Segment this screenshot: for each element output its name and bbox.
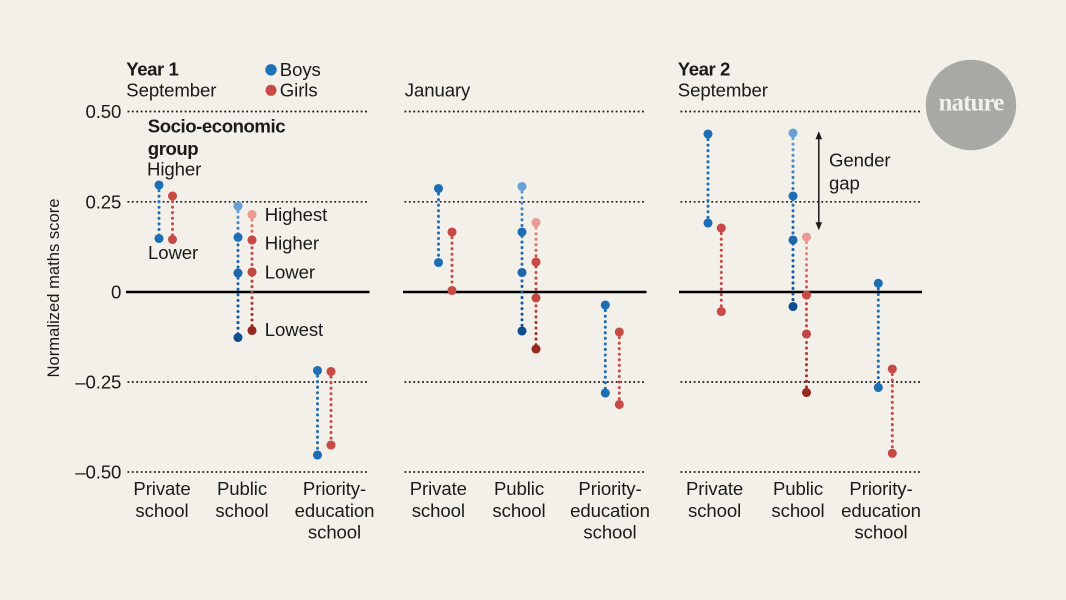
svg-text:Gender: Gender bbox=[829, 149, 890, 170]
svg-text:school: school bbox=[308, 522, 361, 543]
svg-text:group: group bbox=[148, 138, 199, 159]
svg-text:0.50: 0.50 bbox=[86, 101, 122, 122]
svg-text:Boys: Boys bbox=[280, 59, 321, 80]
svg-text:Higher: Higher bbox=[147, 158, 201, 179]
svg-text:nature: nature bbox=[939, 90, 1005, 117]
svg-text:Private: Private bbox=[410, 478, 467, 499]
svg-text:school: school bbox=[854, 522, 907, 543]
svg-text:Highest: Highest bbox=[265, 204, 328, 225]
svg-text:Lower: Lower bbox=[148, 242, 198, 263]
svg-text:school: school bbox=[412, 500, 465, 521]
svg-text:Lowest: Lowest bbox=[265, 319, 324, 340]
svg-text:Year 1: Year 1 bbox=[126, 58, 178, 79]
svg-text:Private: Private bbox=[133, 478, 190, 499]
svg-text:Girls: Girls bbox=[280, 79, 318, 100]
svg-text:September: September bbox=[126, 79, 216, 100]
svg-text:school: school bbox=[215, 500, 268, 521]
svg-text:Priority-: Priority- bbox=[849, 478, 912, 499]
svg-text:0.25: 0.25 bbox=[86, 191, 122, 212]
svg-text:Private: Private bbox=[686, 478, 743, 499]
svg-text:Priority-: Priority- bbox=[303, 478, 366, 499]
svg-text:Public: Public bbox=[773, 478, 823, 499]
svg-text:school: school bbox=[492, 500, 545, 521]
svg-text:education: education bbox=[570, 500, 650, 521]
svg-text:Higher: Higher bbox=[265, 233, 319, 254]
svg-text:education: education bbox=[841, 500, 921, 521]
svg-text:Lower: Lower bbox=[265, 262, 315, 283]
svg-text:Priority-: Priority- bbox=[578, 478, 641, 499]
svg-text:Public: Public bbox=[494, 478, 544, 499]
svg-text:September: September bbox=[678, 79, 768, 100]
svg-text:Socio-economic: Socio-economic bbox=[148, 116, 285, 137]
svg-text:Year 2: Year 2 bbox=[678, 58, 730, 79]
svg-text:Normalized maths score: Normalized maths score bbox=[44, 199, 63, 378]
svg-text:school: school bbox=[771, 500, 824, 521]
svg-text:gap: gap bbox=[829, 173, 860, 194]
svg-text:school: school bbox=[135, 500, 188, 521]
svg-text:–0.25: –0.25 bbox=[75, 372, 121, 393]
svg-text:education: education bbox=[295, 500, 375, 521]
svg-text:school: school bbox=[583, 522, 636, 543]
svg-text:0: 0 bbox=[111, 282, 121, 303]
svg-text:–0.50: –0.50 bbox=[75, 462, 121, 483]
svg-text:school: school bbox=[688, 500, 741, 521]
svg-text:January: January bbox=[405, 79, 471, 100]
svg-text:Public: Public bbox=[217, 478, 267, 499]
